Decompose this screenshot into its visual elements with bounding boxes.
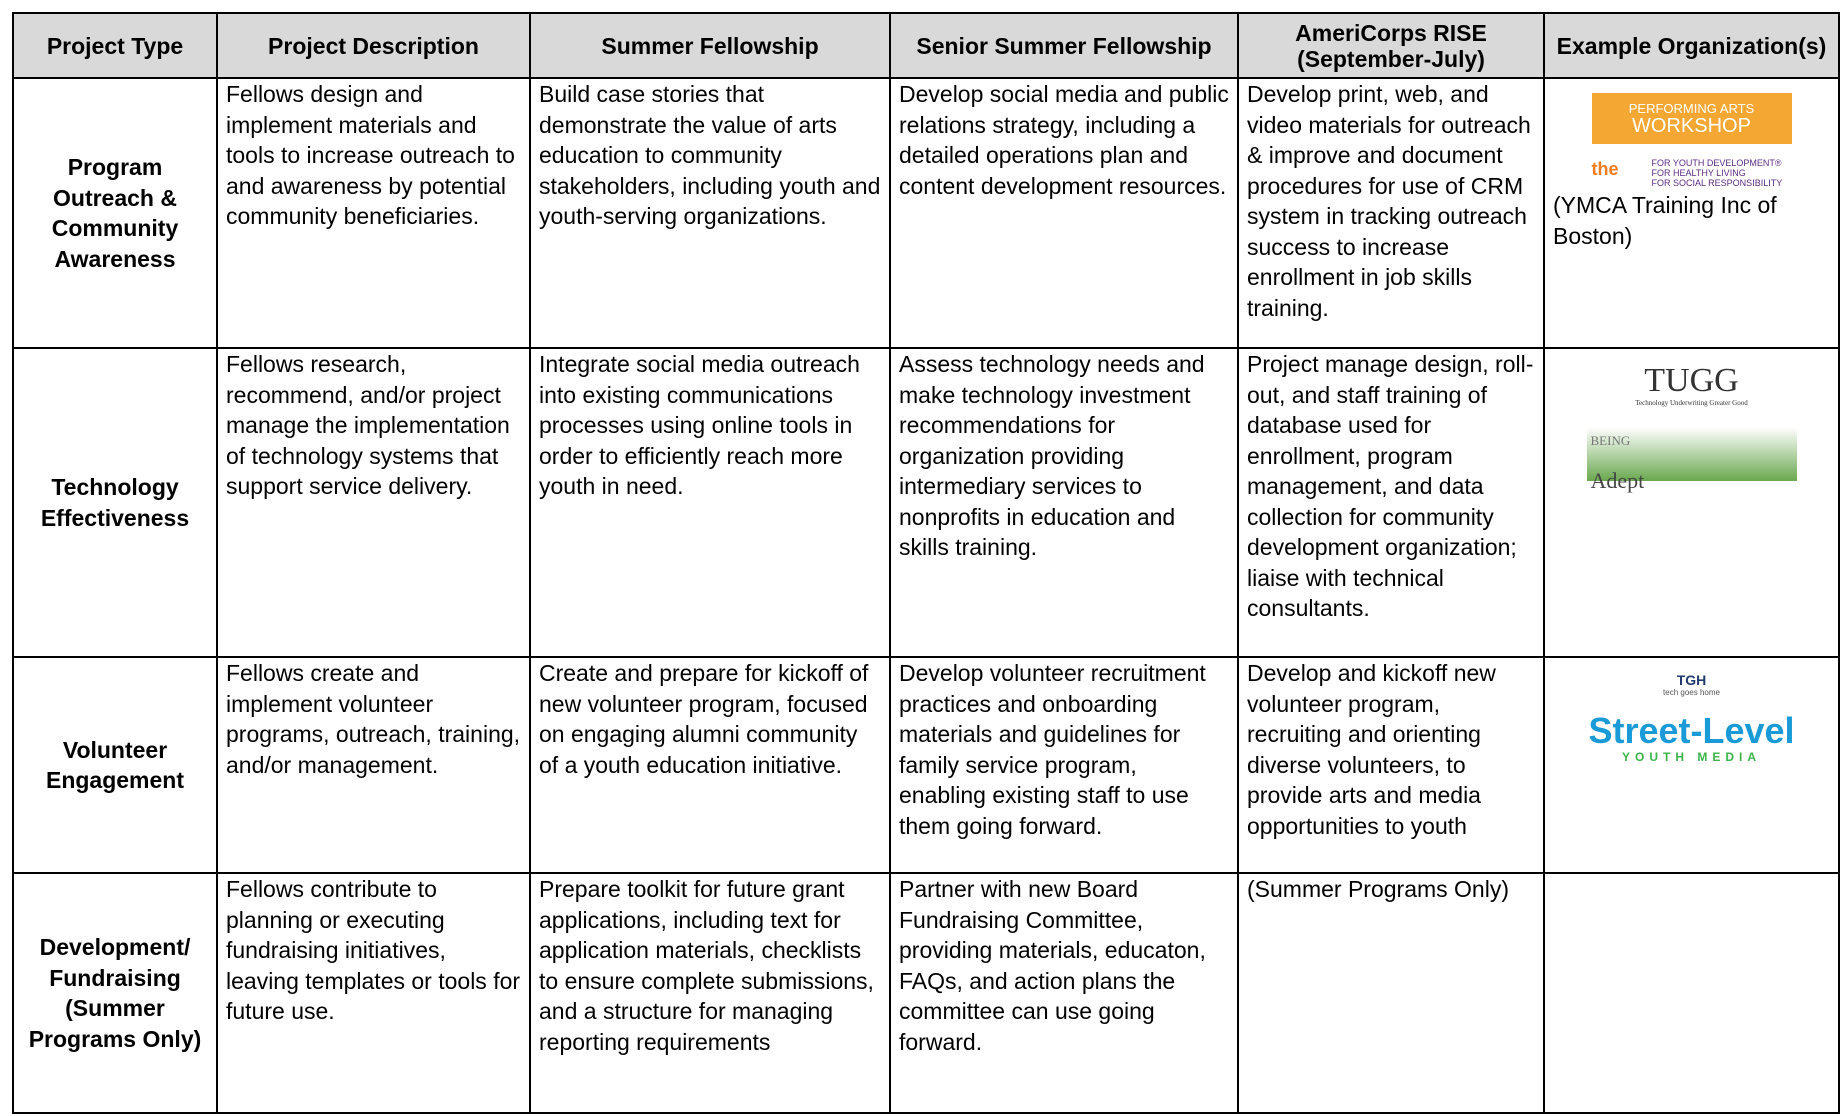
- table-body: Program Outreach & Community Awareness Fe…: [12, 77, 1840, 1114]
- example-cell: TGH tech goes home Street-Level YOUTH MEDIA: [1543, 656, 1840, 874]
- table-row: Technology Effectiveness Fellows research…: [12, 347, 1840, 658]
- cell: Integrate social media outreach into exi…: [529, 347, 891, 658]
- header-cell: Senior Summer Fellowship: [889, 12, 1239, 79]
- logo-text: the: [1591, 159, 1619, 179]
- project-type: Technology Effectiveness: [12, 347, 218, 658]
- example-cell: TUGG Technology Underwriting Greater Good…: [1543, 347, 1840, 658]
- org-logo: PERFORMING ARTS WORKSHOP: [1591, 93, 1792, 144]
- cell: Develop social media and public relation…: [889, 77, 1239, 349]
- org-logo: TUGG Technology Underwriting Greater Good: [1553, 362, 1830, 408]
- header-cell: Example Organization(s): [1543, 12, 1840, 79]
- header-row: Project Type Project Description Summer Fe…: [12, 12, 1840, 79]
- logo-text: YOUTH MEDIA: [1622, 750, 1761, 764]
- logo-text: TGH: [1676, 672, 1707, 688]
- cell: Assess technology needs and make technol…: [889, 347, 1239, 658]
- table-row: Development/ Fundraising (Summer Program…: [12, 872, 1840, 1114]
- org-logo: the FOR YOUTH DEVELOPMENT® FOR HEALTHY LIV…: [1592, 158, 1792, 188]
- table-wrap: Project Type Project Description Summer Fe…: [12, 12, 1840, 1114]
- logo-text: Street-Level: [1588, 710, 1795, 751]
- logo-text: Technology Underwriting Greater Good: [1635, 399, 1748, 407]
- cell: Fellows create and implement volunteer p…: [216, 656, 531, 874]
- example-cell: PERFORMING ARTS WORKSHOP the FOR YOUTH DEVE…: [1543, 77, 1840, 349]
- cell: Partner with new Board Fundraising Commi…: [889, 872, 1239, 1114]
- project-type: Development/ Fundraising (Summer Program…: [12, 872, 218, 1114]
- logo-text: FOR YOUTH DEVELOPMENT®: [1651, 158, 1782, 168]
- project-table: Project Type Project Description Summer Fe…: [12, 12, 1840, 1114]
- cell: Project manage design, roll-out, and sta…: [1237, 347, 1545, 658]
- project-type: Volunteer Engagement: [12, 656, 218, 874]
- logo-text: Adept: [1590, 468, 1645, 493]
- example-cell: [1543, 872, 1840, 1114]
- org-logo: Street-Level YOUTH MEDIA: [1553, 710, 1830, 765]
- logo-caption: (YMCA Training Inc of Boston): [1553, 192, 1777, 249]
- header-cell: AmeriCorps RISE (September-July): [1237, 12, 1545, 79]
- table-row: Program Outreach & Community Awareness Fe…: [12, 77, 1840, 349]
- logo-text: WORKSHOP: [1632, 115, 1751, 137]
- logo-text: TUGG: [1644, 362, 1739, 399]
- cell: Prepare toolkit for future grant applica…: [529, 872, 891, 1114]
- header-cell: Project Description: [216, 12, 531, 79]
- cell: Develop and kickoff new volunteer progra…: [1237, 656, 1545, 874]
- org-logo: BEING Adept: [1586, 421, 1797, 493]
- logo-text: FOR HEALTHY LIVING: [1651, 168, 1746, 178]
- cell: Build case stories that demonstrate the …: [529, 77, 891, 349]
- cell: Fellows contribute to planning or execut…: [216, 872, 531, 1114]
- header-cell: Project Type: [12, 12, 218, 79]
- cell: Develop print, web, and video materials …: [1237, 77, 1545, 349]
- cell: (Summer Programs Only): [1237, 872, 1545, 1114]
- cell: Fellows research, recommend, and/or proj…: [216, 347, 531, 658]
- logo-text: PERFORMING ARTS: [1628, 101, 1755, 116]
- cell: Fellows design and implement materials a…: [216, 77, 531, 349]
- cell: Develop volunteer recruitment practices …: [889, 656, 1239, 874]
- logo-text: FOR SOCIAL RESPONSIBILITY: [1651, 178, 1783, 188]
- logo-text: tech goes home: [1663, 688, 1720, 697]
- org-logo: TGH tech goes home: [1553, 672, 1830, 698]
- table-row: Volunteer Engagement Fellows create and i…: [12, 656, 1840, 874]
- project-type: Program Outreach & Community Awareness: [12, 77, 218, 349]
- header-cell: Summer Fellowship: [529, 12, 891, 79]
- cell: Create and prepare for kickoff of new vo…: [529, 656, 891, 874]
- logo-text: BEING: [1590, 433, 1631, 448]
